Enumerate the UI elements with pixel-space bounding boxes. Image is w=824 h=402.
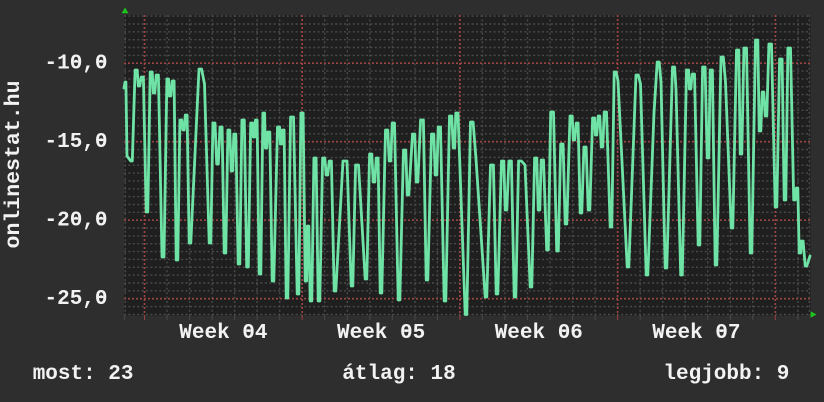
svg-text:onlinestat.hu: onlinestat.hu (3, 81, 26, 249)
svg-text:Week 05: Week 05 (337, 322, 425, 345)
svg-text:-20,0: -20,0 (44, 210, 107, 233)
svg-text:-10,0: -10,0 (44, 53, 107, 76)
svg-text:-25,0: -25,0 (44, 288, 107, 311)
svg-text:-15,0: -15,0 (44, 131, 107, 154)
svg-text:Week 06: Week 06 (495, 322, 583, 345)
svg-text:Week 04: Week 04 (179, 322, 267, 345)
svg-text:Week 07: Week 07 (652, 322, 740, 345)
svg-text:most: 23: most: 23 (33, 363, 134, 386)
svg-text:átlag: 18: átlag: 18 (342, 363, 455, 386)
svg-text:legjobb: 9: legjobb: 9 (663, 363, 789, 386)
